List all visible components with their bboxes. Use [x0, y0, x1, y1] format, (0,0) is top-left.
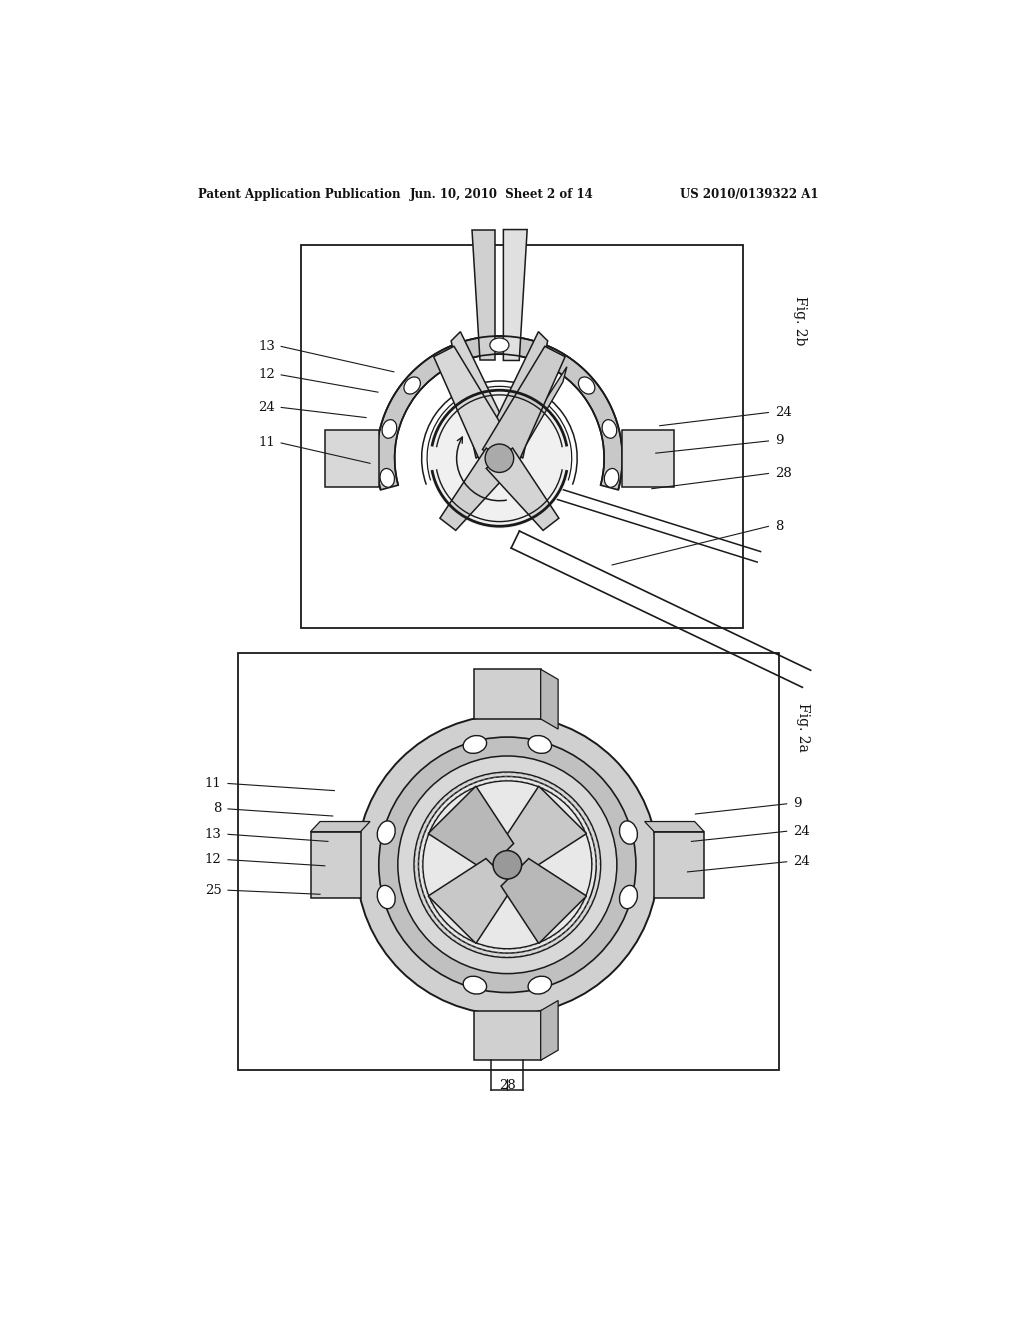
Polygon shape — [492, 331, 548, 458]
Text: 9: 9 — [793, 797, 802, 810]
Polygon shape — [482, 346, 565, 467]
Polygon shape — [428, 787, 514, 871]
Polygon shape — [511, 367, 567, 463]
Ellipse shape — [380, 469, 394, 487]
Text: Fig. 2b: Fig. 2b — [793, 296, 807, 346]
Polygon shape — [428, 858, 514, 944]
Polygon shape — [541, 669, 558, 729]
Text: 25: 25 — [205, 883, 221, 896]
Polygon shape — [440, 447, 513, 531]
Text: 24: 24 — [793, 825, 810, 838]
Ellipse shape — [377, 886, 395, 908]
Ellipse shape — [377, 821, 395, 845]
Bar — [474, 669, 541, 719]
Text: 12: 12 — [205, 853, 221, 866]
Ellipse shape — [382, 420, 396, 438]
Bar — [474, 1011, 541, 1060]
Polygon shape — [434, 346, 516, 467]
Ellipse shape — [539, 348, 557, 363]
Circle shape — [494, 850, 521, 879]
Text: 11: 11 — [205, 777, 221, 789]
Polygon shape — [504, 230, 527, 360]
Circle shape — [419, 776, 596, 953]
Text: Jun. 10, 2010  Sheet 2 of 14: Jun. 10, 2010 Sheet 2 of 14 — [410, 189, 594, 202]
Bar — [238, 653, 778, 1071]
Ellipse shape — [463, 735, 486, 754]
Circle shape — [429, 388, 570, 528]
Ellipse shape — [620, 821, 637, 845]
Ellipse shape — [620, 886, 637, 908]
Text: 12: 12 — [258, 368, 274, 381]
Polygon shape — [452, 331, 507, 458]
Text: 9: 9 — [775, 434, 783, 447]
Bar — [623, 430, 674, 487]
Text: 24: 24 — [775, 407, 792, 418]
Ellipse shape — [528, 977, 552, 994]
Polygon shape — [501, 787, 587, 871]
Ellipse shape — [528, 735, 552, 754]
Bar — [301, 244, 743, 628]
Text: US 2010/0139322 A1: US 2010/0139322 A1 — [680, 189, 818, 202]
Polygon shape — [486, 447, 559, 531]
Circle shape — [397, 756, 616, 974]
Circle shape — [379, 737, 636, 993]
Ellipse shape — [604, 469, 618, 487]
Text: 24: 24 — [258, 401, 274, 414]
Ellipse shape — [442, 348, 461, 363]
Text: 28: 28 — [775, 467, 792, 480]
Text: 13: 13 — [258, 341, 274, 352]
Ellipse shape — [403, 378, 421, 395]
Text: Patent Application Publication: Patent Application Publication — [198, 189, 400, 202]
Ellipse shape — [489, 338, 509, 352]
Bar — [654, 832, 705, 898]
Text: Fig. 2a: Fig. 2a — [797, 704, 810, 752]
Polygon shape — [501, 858, 587, 944]
Circle shape — [356, 715, 658, 1015]
Text: 8: 8 — [213, 803, 221, 816]
Polygon shape — [310, 821, 370, 832]
Circle shape — [485, 444, 514, 473]
Bar — [325, 430, 379, 487]
Ellipse shape — [579, 378, 595, 395]
Text: 28: 28 — [499, 1078, 516, 1092]
Bar — [310, 832, 360, 898]
Text: 8: 8 — [775, 520, 783, 533]
Polygon shape — [377, 337, 623, 490]
Text: 11: 11 — [258, 437, 274, 450]
Text: 13: 13 — [205, 828, 221, 841]
Ellipse shape — [463, 977, 486, 994]
Polygon shape — [645, 821, 705, 832]
Polygon shape — [472, 230, 496, 360]
Text: 24: 24 — [793, 855, 810, 869]
Ellipse shape — [602, 420, 616, 438]
Polygon shape — [541, 1001, 558, 1060]
